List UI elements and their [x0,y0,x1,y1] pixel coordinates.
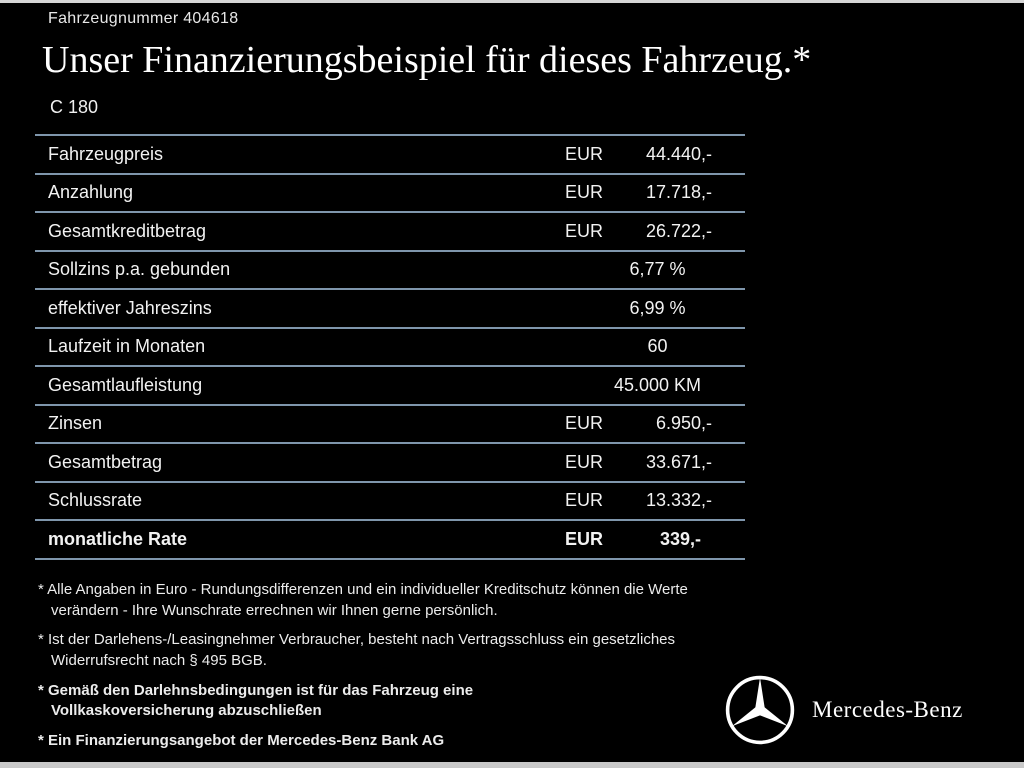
row-label: Fahrzeugpreis [48,143,164,164]
row-label: Sollzins p.a. gebunden [48,259,231,280]
row-label: Zinsen [48,413,103,434]
table-row: Zinsen EUR 6.950,- [35,403,745,443]
model-name: C 180 [50,97,99,117]
row-value: 60 [530,336,745,357]
row-amount: 33.671,- [645,451,712,472]
row-amount: 45.000 KM [613,374,702,395]
table-row: Gesamtlaufleistung 45.000 KM [35,365,745,404]
row-value: 6,99 % [530,298,745,319]
row-label: Laufzeit in Monaten [48,336,206,357]
footnote: * Alle Angaben in Euro - Rundungsdiffere… [38,581,688,619]
table-row: Sollzins p.a. gebunden 6,77 % [35,249,745,289]
vehicle-number: Fahrzeugnummer 404618 [48,10,239,27]
row-currency: EUR [565,413,604,434]
row-amount: 6,77 % [629,259,686,280]
row-value: EUR 26.722,- [530,221,745,242]
row-currency: EUR [565,451,604,472]
footnotes: * Alle Angaben in Euro - Rundungsdiffere… [38,580,748,761]
table-row: Gesamtbetrag EUR 33.671,- [35,442,745,481]
table-row-monthly-rate: monatliche Rate EUR 339,- [35,519,745,558]
bottom-edge-highlight [0,762,1024,768]
row-value: 45.000 KM [530,375,745,396]
row-value: EUR 13.332,- [530,490,745,511]
financing-table: Fahrzeugpreis EUR 44.440,- Anzahlung EUR… [35,134,745,560]
row-label: Gesamtbetrag [48,451,163,472]
row-value: 6,77 % [530,259,745,280]
row-amount: 13.332,- [645,490,712,511]
row-label: Gesamtkreditbetrag [48,220,207,241]
table-row: Schlussrate EUR 13.332,- [35,480,745,520]
row-amount: 6,99 % [629,297,686,318]
table-row: effektiver Jahreszins 6,99 % [35,288,745,327]
footnote: * Ist der Darlehens-/Leasingnehmer Verbr… [38,631,676,670]
row-amount: 6.950,- [655,413,712,434]
page-title: Unser Finanzierungsbeispiel für dieses F… [42,39,812,81]
row-amount: 26.722,- [645,220,712,241]
row-value: EUR 6.950,- [530,413,745,434]
row-label: effektiver Jahreszins [48,297,212,318]
row-currency: EUR [565,182,604,203]
row-label: Gesamtlaufleistung [48,374,203,395]
row-currency: EUR [565,143,604,164]
row-currency: EUR [565,490,604,511]
row-value: EUR 339,- [530,529,745,550]
row-value: EUR 17.718,- [530,182,745,203]
row-label: Anzahlung [48,182,134,203]
top-edge-highlight [0,0,1024,3]
brand-block: Mercedes-Benz [724,674,963,746]
row-value: EUR 44.440,- [530,144,745,165]
table-row: Laufzeit in Monaten 60 [35,326,745,366]
row-value: EUR 33.671,- [530,452,745,473]
footnote: * Gemäß den Darlehnsbedingungen ist für … [38,681,474,720]
table-row: Fahrzeugpreis EUR 44.440,- [35,134,745,173]
row-currency: EUR [565,220,604,241]
row-amount: 44.440,- [645,143,712,164]
table-row: Gesamtkreditbetrag EUR 26.722,- [35,211,745,250]
footnote: * Ein Finanzierungsangebot der Mercedes-… [38,732,445,750]
row-label: Schlussrate [48,490,143,511]
row-amount: 339,- [659,528,701,549]
table-row: Anzahlung EUR 17.718,- [35,172,745,212]
row-amount: 60 [647,336,668,357]
mercedes-star-icon [725,675,795,745]
row-amount: 17.718,- [645,182,712,203]
row-label: monatliche Rate [48,528,188,549]
mercedes-wordmark: Mercedes-Benz [812,697,963,722]
row-currency: EUR [565,528,604,549]
